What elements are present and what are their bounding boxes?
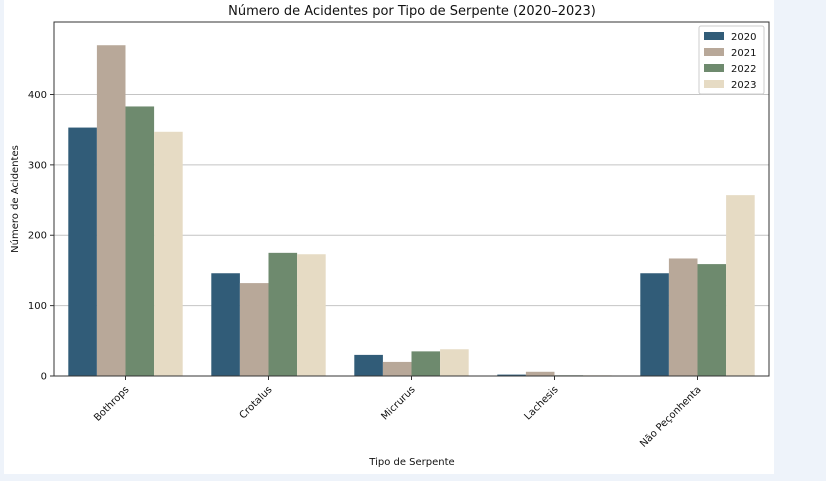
x-tick-label: Crotalus [238,384,275,421]
y-tick-label: 200 [28,231,47,242]
bar-2020-não-peçonhenta [640,273,669,376]
bar-2023-crotalus [297,254,326,376]
bar-2020-bothrops [68,127,97,377]
y-tick-label: 300 [28,160,47,171]
bar-2022-bothrops [125,106,155,376]
bar-2022-crotalus [268,252,298,376]
bar-2020-micrurus [354,354,383,376]
x-tick-label: Não Peçonhenta [638,384,703,449]
x-tick-label: Bothrops [92,384,131,423]
bar-2022-micrurus [411,351,441,376]
bars [68,45,755,377]
legend-swatch-2020 [704,32,724,40]
bar-2023-não-peçonhenta [726,195,755,376]
x-tick-label: Micrurus [379,384,417,422]
y-ticks: 0 100 200 300 400 [28,90,54,383]
legend-label-2022: 2022 [731,64,756,75]
bar-2023-micrurus [440,349,469,376]
y-axis-label: Número de Acidentes [9,145,21,253]
plot-area-border [53,21,770,377]
y-tick-label: 100 [28,301,47,312]
legend-swatch-2023 [704,80,724,88]
chart-title: Número de Acidentes por Tipo de Serpente… [228,4,596,19]
x-tick-label: Lachesis [523,384,561,422]
legend-label-2023: 2023 [731,80,756,91]
legend-swatch-2022 [704,64,724,72]
bar-2020-lachesis [497,374,526,376]
x-ticks: Bothrops Crotalus Micrurus Lachesis Não Peço… [92,376,704,450]
bar-2020-crotalus [211,273,240,376]
y-tick-label: 400 [28,90,47,101]
y-tick-label: 0 [41,372,47,383]
bar-2021-lachesis [525,371,555,376]
legend-box [698,25,765,95]
bar-2021-bothrops [96,45,126,377]
bar-2021-micrurus [382,361,412,376]
legend: 2020 2021 2022 2023 [698,25,765,95]
legend-label-2020: 2020 [731,32,756,43]
legend-label-2021: 2021 [731,48,756,59]
legend-swatch-2021 [704,48,724,56]
bar-2021-não-peçonhenta [668,258,698,376]
x-axis-label: Tipo de Serpente [368,457,454,468]
bar-2023-bothrops [154,131,183,376]
bar-2021-crotalus [239,283,269,376]
bar-2022-não-peçonhenta [697,264,727,376]
